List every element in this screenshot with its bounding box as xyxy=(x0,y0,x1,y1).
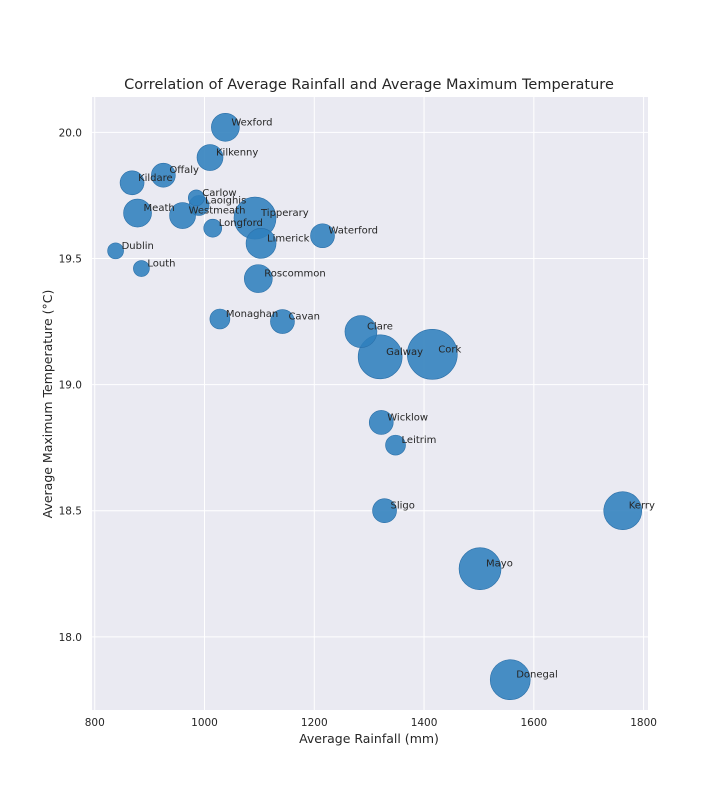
point-label-laoighis: Laoighis xyxy=(205,195,246,206)
point-label-dublin: Dublin xyxy=(122,241,154,252)
point-label-donegal: Donegal xyxy=(516,670,558,681)
point-label-westmeath: Westmeath xyxy=(189,206,246,217)
x-tick-label: 800 xyxy=(85,717,105,729)
point-label-galway: Galway xyxy=(386,347,423,358)
x-tick-label: 1200 xyxy=(301,717,328,729)
bubble-offaly xyxy=(151,162,176,188)
x-tick-label: 1600 xyxy=(520,717,547,729)
bubble-limerick xyxy=(245,228,277,259)
point-label-limerick: Limerick xyxy=(267,233,310,244)
point-label-louth: Louth xyxy=(147,259,175,270)
bubble-meath xyxy=(123,198,152,228)
y-axis-label: Average Maximum Temperature (°C) xyxy=(40,290,55,519)
bubble-galway xyxy=(357,334,403,380)
bubble-cavan xyxy=(270,309,295,334)
bubble-kildare xyxy=(119,170,145,196)
x-axis-label: Average Rainfall (mm) xyxy=(299,731,439,746)
bubble-westmeath xyxy=(169,202,196,229)
point-label-carlow: Carlow xyxy=(202,188,236,199)
point-label-wexford: Wexford xyxy=(231,117,272,128)
point-label-offaly: Offaly xyxy=(169,165,199,176)
point-label-kerry: Kerry xyxy=(629,501,655,512)
chart-title: Correlation of Average Rainfall and Aver… xyxy=(124,77,614,93)
bubble-sligo xyxy=(372,498,397,524)
x-tick-label: 1000 xyxy=(191,717,218,729)
bubble-roscommon xyxy=(244,264,273,293)
bubble-wexford xyxy=(211,112,240,142)
bubble-waterford xyxy=(310,223,335,249)
bubble-mayo xyxy=(458,547,502,591)
y-tick-label: 20.0 xyxy=(59,127,82,139)
bubble-cork xyxy=(406,329,458,380)
point-label-longford: Longford xyxy=(219,218,263,229)
bubble-wicklow xyxy=(368,410,394,435)
y-tick-label: 18.5 xyxy=(59,506,82,518)
point-label-cavan: Cavan xyxy=(288,312,320,323)
bubble-monaghan xyxy=(209,308,231,330)
point-label-monaghan: Monaghan xyxy=(226,309,278,320)
point-label-waterford: Waterford xyxy=(329,226,378,237)
y-tick-label: 18.0 xyxy=(59,632,82,644)
bubble-carlow xyxy=(187,189,205,207)
tick-labels: 800 1000 1200 1400 1600 1800 18.0 18.5 19.0 19.5 2… xyxy=(59,127,657,729)
bubble-kilkenny xyxy=(196,144,224,171)
bubble-leitrim xyxy=(385,434,406,456)
y-tick-label: 19.5 xyxy=(59,253,82,265)
data-points xyxy=(107,112,643,701)
point-label-clare: Clare xyxy=(367,322,393,333)
bubble-louth xyxy=(133,260,150,277)
point-label-meath: Meath xyxy=(144,203,175,214)
point-label-wicklow: Wicklow xyxy=(387,412,428,423)
point-label-leitrim: Leitrim xyxy=(402,435,437,446)
y-tick-label: 19.0 xyxy=(59,380,82,392)
bubble-donegal xyxy=(489,659,531,701)
bubble-kerry xyxy=(603,491,643,531)
x-tick-label: 1800 xyxy=(630,717,657,729)
point-label-cork: Cork xyxy=(438,344,461,355)
bubble-clare xyxy=(344,315,378,348)
point-label-tipperary: Tipperary xyxy=(260,208,309,219)
x-tick-label: 1400 xyxy=(411,717,438,729)
point-label-kilkenny: Kilkenny xyxy=(216,148,258,159)
plot-area xyxy=(92,97,648,710)
point-label-kildare: Kildare xyxy=(138,173,173,184)
bubble-dublin xyxy=(107,242,124,260)
point-label-sligo: Sligo xyxy=(391,501,415,512)
point-label-roscommon: Roscommon xyxy=(264,269,325,280)
point-label-mayo: Mayo xyxy=(486,559,513,570)
bubble-longford xyxy=(203,218,223,238)
